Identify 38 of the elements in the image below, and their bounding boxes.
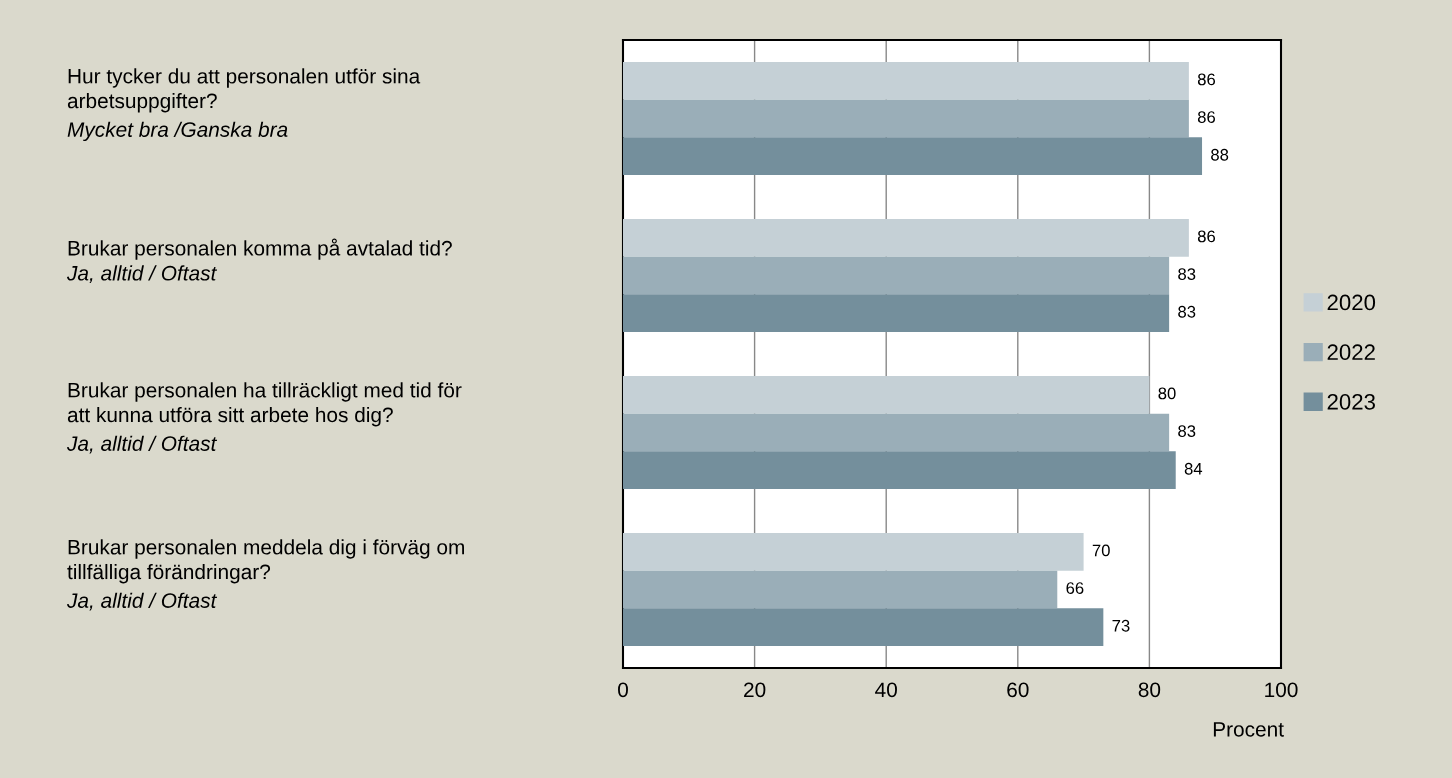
x-tick-label: 20 xyxy=(744,682,766,698)
data-label: 73 xyxy=(1112,619,1130,632)
x-tick-label: 60 xyxy=(1007,682,1029,698)
y-tick-label: Brukar personalen komma på avtalad tid? Ja, alltid / Oftast xyxy=(66,238,452,284)
x-tick-label: 40 xyxy=(875,682,897,698)
legend-label: 2022 xyxy=(1327,344,1375,361)
legend-label: 2020 xyxy=(1327,294,1376,311)
bar xyxy=(623,532,1084,571)
data-label: 83 xyxy=(1178,305,1196,318)
data-label: 83 xyxy=(1178,268,1196,280)
y-tick-label: Brukar personalen ha tillräckligt med tid för att kunna utföra sitt arbete hos dig? Ja, alltid / Oftast xyxy=(66,382,462,454)
data-label: 86 xyxy=(1197,111,1216,123)
x-tick-label: 80 xyxy=(1138,682,1161,698)
x-tick-label: 100 xyxy=(1265,682,1298,698)
legend-label: 2023 xyxy=(1327,394,1375,410)
data-label: 86 xyxy=(1197,230,1216,243)
bar xyxy=(623,375,1150,414)
bar xyxy=(623,294,1170,333)
bar xyxy=(623,137,1203,176)
y-tick-label: Hur tycker du att personalen utför sina arbetsuppgifter? Mycket bra /Ganska bra xyxy=(67,68,421,142)
bar xyxy=(623,570,1058,609)
bar xyxy=(623,451,1176,490)
bar xyxy=(623,413,1170,452)
bar xyxy=(623,608,1104,647)
data-label: 83 xyxy=(1178,425,1196,437)
bar xyxy=(623,99,1189,138)
data-label: 70 xyxy=(1092,544,1110,557)
data-label: 66 xyxy=(1066,582,1084,594)
x-axis-title: Procent xyxy=(1213,722,1284,737)
bar xyxy=(623,218,1189,257)
data-label: 88 xyxy=(1211,148,1229,161)
bar xyxy=(623,61,1189,100)
data-label: 80 xyxy=(1158,387,1176,400)
bar xyxy=(623,256,1170,295)
data-label: 86 xyxy=(1197,73,1216,86)
y-tick-label: Brukar personalen meddela dig i förväg om tillfälliga förändringar? Ja, alltid / Oftast xyxy=(66,539,464,611)
x-tick-label: 0 xyxy=(618,682,628,698)
data-label: 84 xyxy=(1184,462,1203,475)
